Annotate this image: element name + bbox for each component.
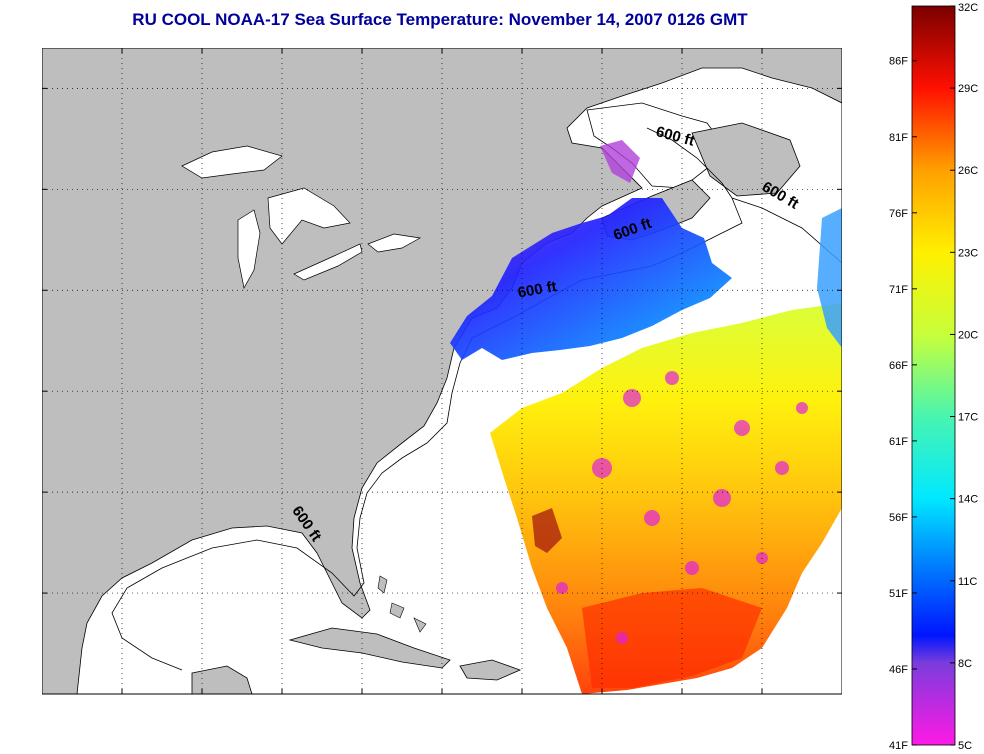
colorbar-label-c: 11C — [958, 576, 977, 588]
newfoundland-land — [691, 122, 801, 197]
sst-patches-east — [817, 208, 842, 348]
temperature-colorbar: 41F 46F 51F 56F 61F 66F 71F 76F 81F 86F 5C 8C 11C 14… — [889, 2, 978, 752]
lake-superior — [181, 145, 283, 179]
colorbar-label-c: 32C — [958, 2, 978, 14]
colorbar-label-f: 81F — [889, 132, 908, 144]
sst-region-gulf-stream-edge — [532, 508, 562, 553]
colorbar-label-c: 17C — [958, 412, 978, 424]
yucatan-land — [191, 665, 253, 694]
colorbar-label-f: 51F — [889, 588, 908, 600]
shelf-contour-gulf — [111, 517, 365, 671]
sst-region-north — [450, 198, 732, 360]
sst-region-warm-core — [582, 588, 762, 688]
colorbar-label-c: 23C — [958, 247, 978, 259]
colorbar-label-f: 56F — [889, 512, 908, 524]
sst-region-south — [490, 303, 842, 694]
contour-label: 600 ft — [516, 278, 558, 302]
sst-region-gulf-st-lawrence — [600, 140, 640, 183]
lake-huron — [267, 187, 351, 245]
colorbar-label-c: 14C — [958, 494, 978, 506]
north-america-land — [42, 48, 842, 694]
lake-erie — [293, 243, 363, 281]
colorbar-label-f: 71F — [889, 284, 908, 296]
lake-michigan — [237, 209, 261, 290]
colorbar-label-f: 86F — [889, 56, 908, 68]
cuba-land — [288, 627, 451, 669]
cloud-speckles — [556, 371, 808, 644]
colorbar-label-f: 46F — [889, 664, 908, 676]
colorbar-fahrenheit-labels: 41F 46F 51F 56F 61F 66F 71F 76F 81F 86F — [889, 56, 917, 752]
colorbar-label-f: 66F — [889, 360, 908, 372]
sst-map: -100 0'-95 0'-90 0'-85 0'-80 0'-75 0'-70… — [42, 48, 842, 695]
lake-ontario — [367, 233, 422, 253]
latitude-ticks: 20 0'25 0'30 0'35 0'40 0'45 0'50 0' — [42, 87, 842, 695]
graticule — [42, 48, 842, 694]
colorbar-label-c: 5C — [958, 740, 972, 752]
colorbar-label-f: 76F — [889, 208, 908, 220]
bahamas-land — [377, 575, 427, 633]
colorbar-label-f: 61F — [889, 436, 908, 448]
longitude-ticks: -100 0'-95 0'-90 0'-85 0'-80 0'-75 0'-70… — [42, 48, 842, 694]
colorbar-label-c: 26C — [958, 165, 978, 177]
hispaniola-land — [459, 659, 522, 681]
colorbar-label-c: 20C — [958, 329, 978, 341]
colorbar-celsius-labels: 5C 8C 11C 14C 17C 20C 23C 26C 29C 32C — [950, 2, 978, 752]
colorbar-gradient — [911, 5, 956, 746]
colorbar-label-c: 29C — [958, 83, 978, 95]
colorbar-label-f: 41F — [889, 740, 908, 752]
map-title: RU COOL NOAA-17 Sea Surface Temperature:… — [132, 10, 748, 29]
colorbar-label-c: 8C — [958, 658, 972, 670]
